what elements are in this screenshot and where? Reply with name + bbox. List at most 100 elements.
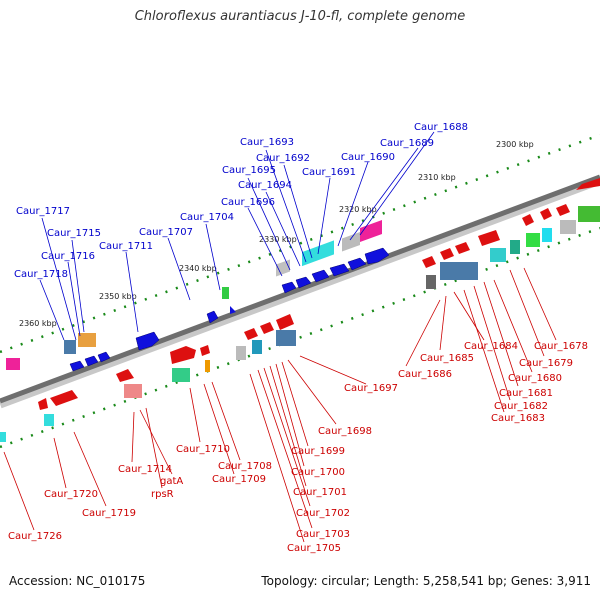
scale-label: 2360 kbp [19,319,57,328]
leader-line [337,161,369,247]
gene-box-teal [252,340,262,354]
reverse-gene-arrow [116,369,134,382]
leader-line [67,261,81,337]
forward-gene-arrow [84,355,99,367]
leader-line [203,383,235,475]
scale-label: 2340 kbp [179,264,217,273]
reverse-gene-arrow [455,242,470,254]
reverse-gene-arrow [478,230,500,246]
outer-tick-track [0,133,600,354]
reverse-leader-lines [3,267,557,543]
gene-box-multicolor [78,333,96,347]
leader-line [73,431,107,507]
gene-label: Caur_1697 [344,383,398,394]
leader-line [265,149,307,263]
gene-label: Caur_1707 [139,227,193,238]
scale-labels: 2300 kbp 2310 kbp 2320 kbp 2330 kbp 2340… [19,140,534,328]
scale-label: 2330 kbp [259,235,297,244]
leader-line [453,291,485,341]
leader-line [439,295,447,351]
forward-gene-arrow [295,276,312,289]
gene-label: Caur_1696 [221,197,275,208]
gene-box-pink [124,384,142,398]
leader-line [167,237,191,301]
leader-line [145,407,163,489]
gene-label: Caur_1688 [414,122,468,133]
gene-box-magenta [6,358,20,370]
gene-box-darkgrey [426,275,436,289]
gene-box-cyan [0,432,6,442]
reverse-gene-arrow [576,178,600,190]
leader-line [247,177,291,271]
leader-line [3,451,35,531]
gene-box-cyan [490,248,506,262]
leader-line [493,279,533,373]
leader-line [473,285,511,401]
leader-line [189,387,201,443]
gene-box-teal [510,240,520,254]
inner-tick-track [0,226,600,449]
gene-label: Caur_1695 [222,165,276,176]
gene-label: Caur_1701 [293,487,347,498]
gene-label: Caur_1726 [8,531,62,542]
gene-box-orange [205,360,210,372]
gene-label: Caur_1681 [499,388,553,399]
scale-label: 2300 kbp [496,140,534,149]
forward-gene-labels: Caur_1688 Caur_1689 Caur_1690 Caur_1691 … [14,122,468,280]
gene-box-cyan [542,228,552,242]
gene-label: Caur_1709 [212,474,266,485]
leader-line [281,361,309,447]
forward-gene-arrow [311,269,330,283]
leader-line [257,369,313,529]
gene-label: Caur_1680 [508,373,562,384]
gene-box-cyan [44,414,54,426]
backbone-line [0,174,600,404]
gene-box-green [222,287,229,299]
leader-line [263,367,311,507]
leader-line [265,191,301,267]
gene-box-green [172,368,190,382]
gene-label: Caur_1702 [296,508,350,519]
reverse-gene-arrow [260,322,274,334]
gene-label: Caur_1718 [14,269,68,280]
leader-line [483,281,519,387]
gene-label: Caur_1686 [398,369,452,380]
reverse-gene-arrow [522,214,534,226]
leader-line [205,223,221,291]
accession-text: Accession: NC_010175 [9,574,146,588]
gene-label: Caur_1698 [318,426,372,437]
leader-line [71,239,85,333]
gene-label: Caur_1683 [491,413,545,424]
scale-label: 2350 kbp [99,292,137,301]
gene-box-magenta [360,219,382,242]
reverse-gene-arrow [170,346,196,364]
gene-label: Caur_1689 [380,138,434,149]
gene-box-steel [276,330,296,346]
leader-line [523,267,557,341]
leader-line [269,365,307,487]
forward-gene-arrow [69,360,85,372]
gene-label: rpsR [151,489,174,500]
reverse-strand-features [0,178,600,442]
leader-line [275,363,305,467]
forward-gene-arrow [135,331,160,351]
gene-label: Caur_1684 [464,341,518,352]
gene-label: Caur_1720 [44,489,98,500]
gene-label: Caur_1715 [47,228,101,239]
leader-line [317,177,331,255]
gene-label: gatA [160,476,183,487]
leader-line [509,269,545,357]
leader-line [39,279,65,341]
gene-label: Caur_1699 [291,446,345,457]
gene-label: Caur_1685 [420,353,474,364]
forward-gene-arrow [206,310,219,324]
leader-line [283,164,313,259]
reverse-gene-arrow [422,256,436,268]
forward-gene-arrow [329,263,350,277]
forward-gene-arrow [347,257,367,271]
forward-gene-arrow [364,247,390,265]
genome-summary-text: Topology: circular; Length: 5,258,541 bp… [261,574,591,588]
forward-gene-arrow [281,281,297,294]
backbone-shadow [0,175,600,409]
